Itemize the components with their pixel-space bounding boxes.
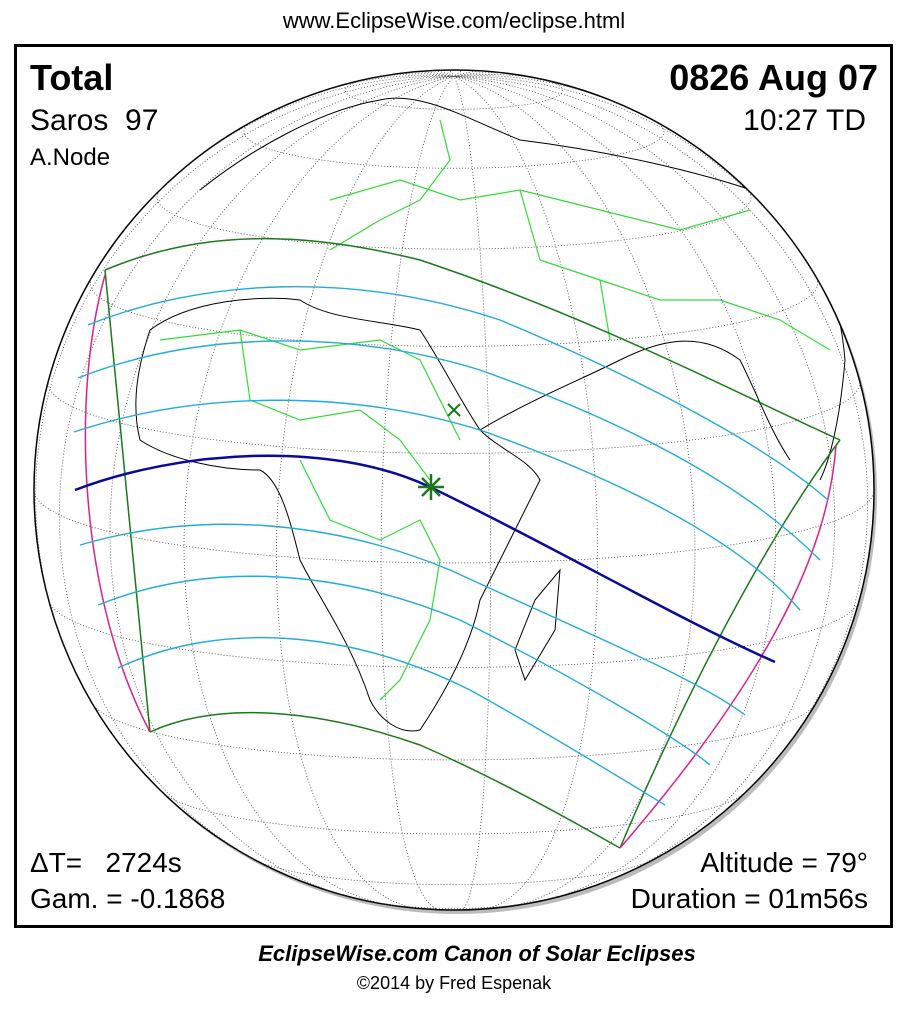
footer-title: EclipseWise.com Canon of Solar Eclipses xyxy=(258,941,696,966)
graticule-line xyxy=(35,76,455,678)
graticule-line xyxy=(254,859,654,886)
graticule-line xyxy=(453,70,485,77)
rise-set-curve-east xyxy=(619,445,837,849)
graticule-line xyxy=(453,75,628,108)
graticule-line xyxy=(47,380,861,454)
path-limit-west xyxy=(104,269,151,733)
graticule-line xyxy=(183,76,455,906)
magnitude-lines xyxy=(73,285,829,806)
graticule-line xyxy=(453,72,511,77)
graticule-line xyxy=(276,76,455,909)
rise-set-curve-west xyxy=(84,274,151,733)
duration: Duration = 01m56s xyxy=(631,883,868,914)
graticule-line xyxy=(376,73,455,78)
header-url: www.EclipseWise.com/eclipse.html xyxy=(282,8,625,33)
globe xyxy=(33,69,875,911)
footer-credit: ©2014 by Fred Espenak xyxy=(357,973,552,993)
graticule-line xyxy=(344,77,564,110)
africa-outline xyxy=(135,297,541,732)
graticule-line xyxy=(373,901,535,909)
country-borders xyxy=(159,119,831,701)
graticule-line xyxy=(243,121,665,169)
graticule-line xyxy=(453,73,549,82)
graticule-line xyxy=(453,76,869,787)
path-limit-east xyxy=(619,439,841,849)
madagascar-outline xyxy=(514,568,561,682)
eclipse-time: 10:27 TD xyxy=(743,104,866,137)
graticule-line xyxy=(163,792,745,835)
gamma: Gam. = -0.1868 xyxy=(30,883,225,914)
umbral-limit-north xyxy=(104,237,841,441)
graticule-line xyxy=(403,71,455,77)
eurasia-outline xyxy=(199,97,846,481)
graticule-line xyxy=(166,75,455,184)
eclipse-date: 0826 Aug 07 xyxy=(669,57,878,98)
altitude: Altitude = 79° xyxy=(700,847,868,878)
graticule-line xyxy=(453,76,696,907)
graticule-line xyxy=(156,188,752,250)
eclipse-type: Total xyxy=(30,57,113,98)
graticule-line xyxy=(453,76,777,901)
graticule-line xyxy=(453,70,467,77)
graticule-line xyxy=(447,70,455,77)
saros: Saros 97 xyxy=(30,104,158,137)
umbral-limit-south xyxy=(149,711,621,849)
map-features xyxy=(73,97,846,849)
greatest-eclipse-marker xyxy=(418,474,444,500)
subsolar-marker xyxy=(447,403,461,417)
graticule-line xyxy=(89,278,819,347)
graticule-line xyxy=(311,74,455,96)
delta-t: ΔT= 2724s xyxy=(30,847,182,878)
node: A.Node xyxy=(30,144,110,171)
graticule-line xyxy=(429,70,455,77)
